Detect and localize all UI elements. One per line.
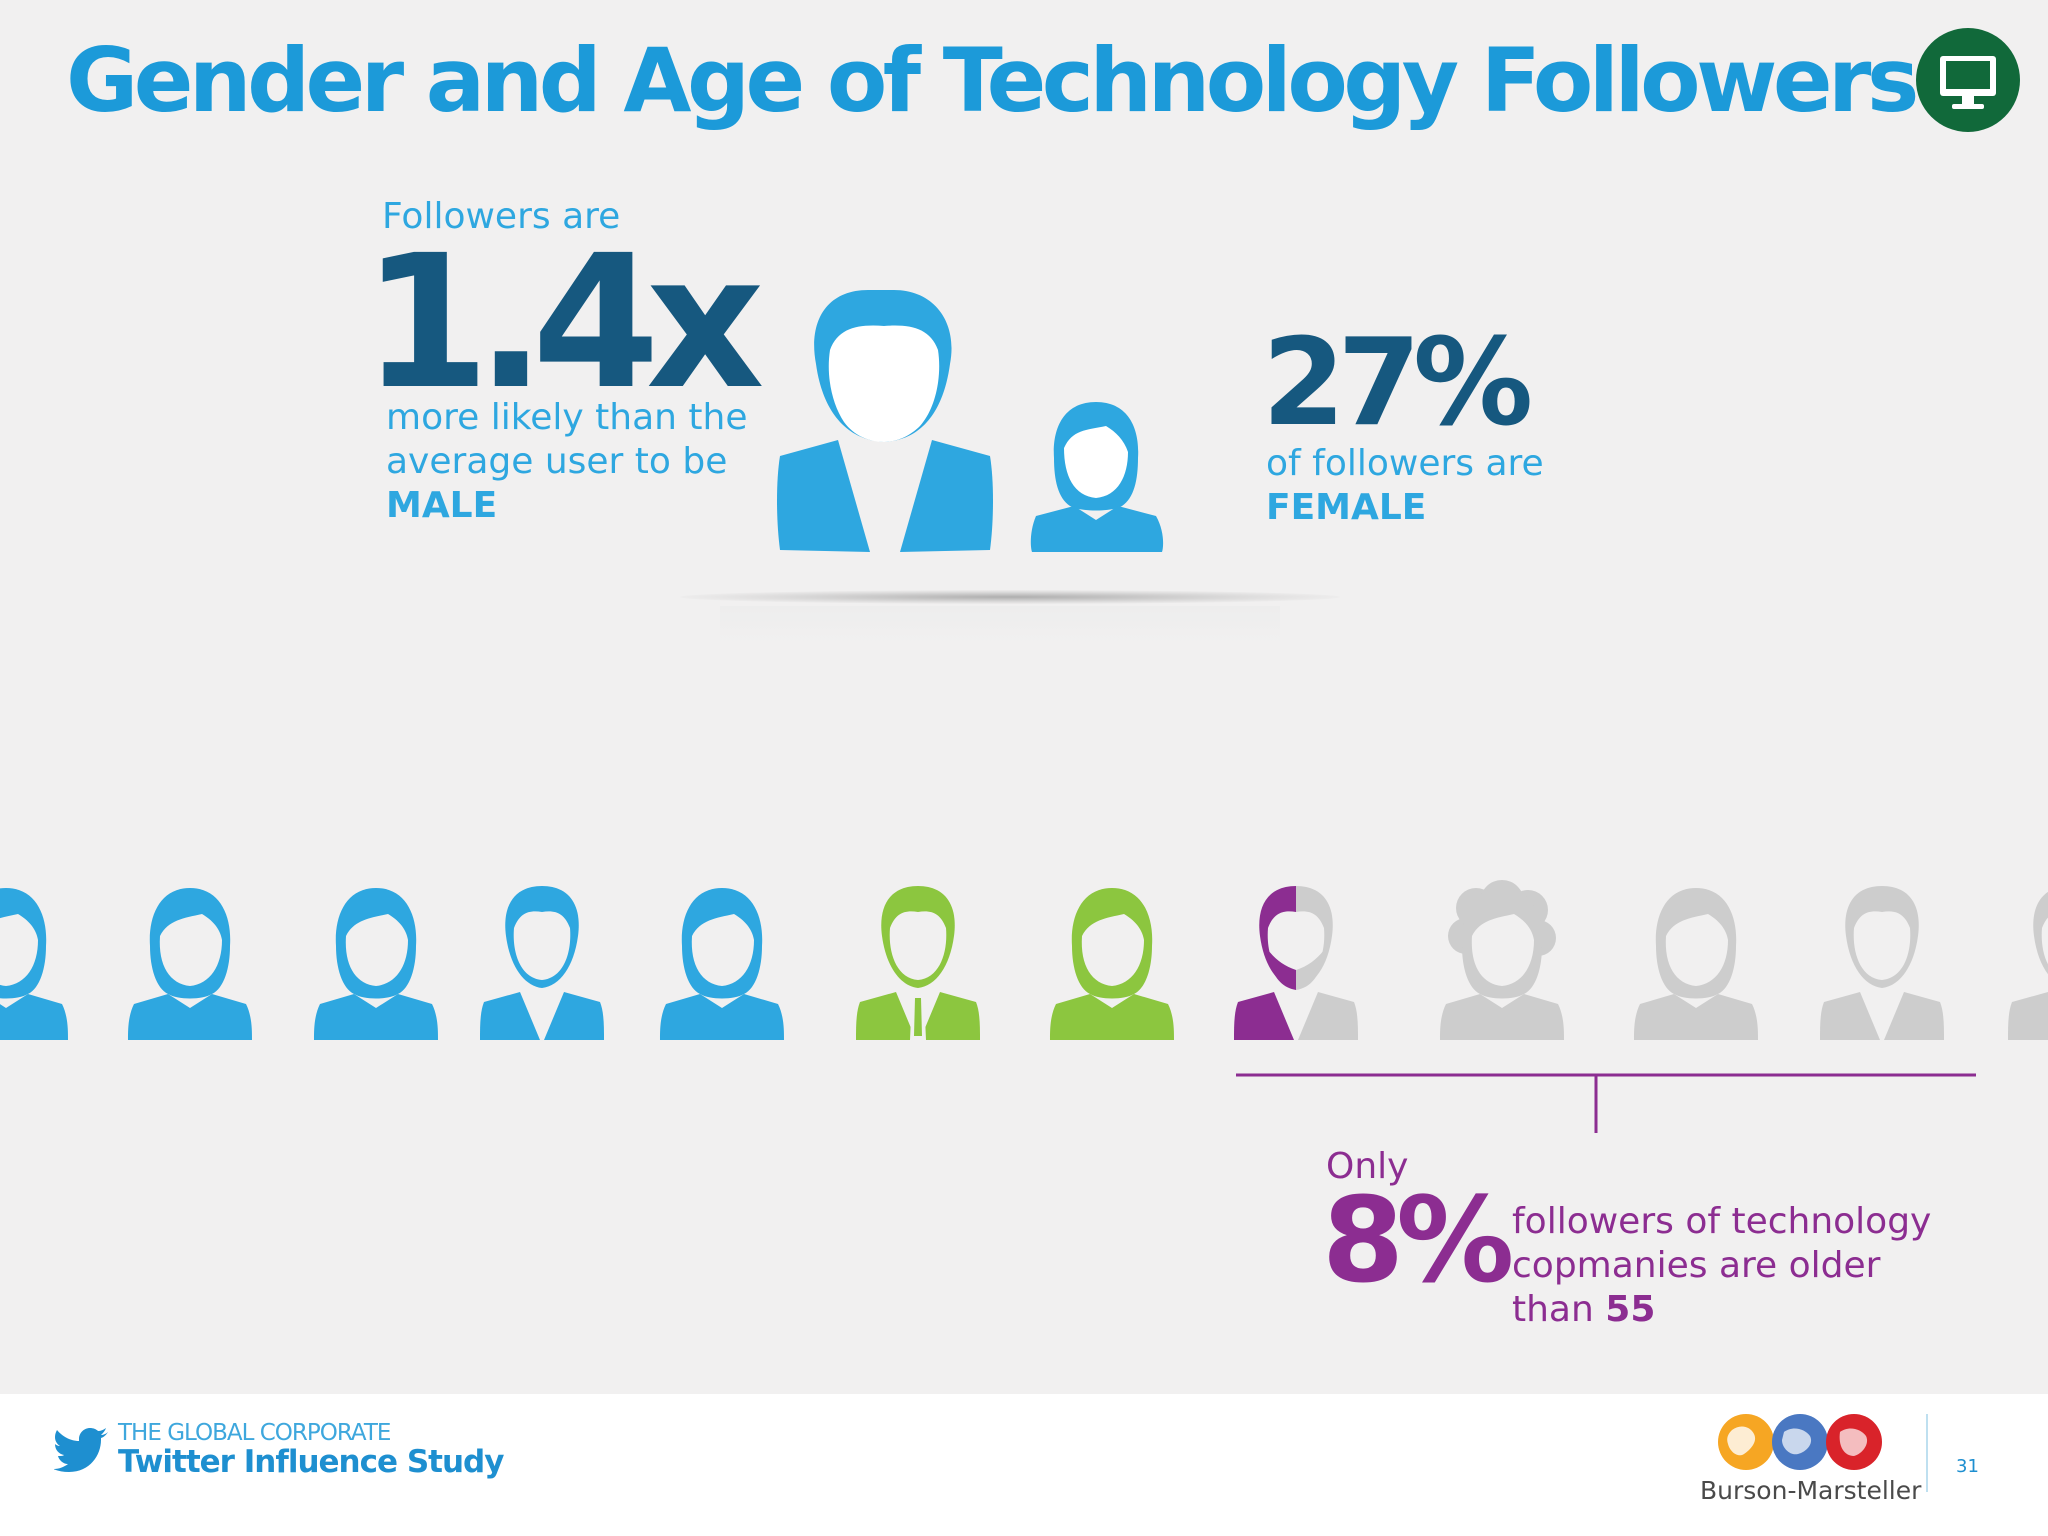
desktop-monitor-icon [1916,28,2020,132]
man-figure [777,290,993,552]
figure-woman-grey [1634,888,1758,1040]
figure-woman-1 [128,888,252,1040]
burson-marsteller-globes-logo [1718,1414,1882,1470]
male-stat-value: 1.4x [362,216,765,430]
shelf-shadow [680,590,1340,604]
age-stat-line1: followers of technology [1512,1201,1932,1242]
male-stat-line2: average user to be [386,441,728,482]
brand-name: Burson-Marsteller [1700,1476,1922,1505]
figure-man-1 [480,886,604,1040]
figure-woman-3 [660,888,784,1040]
female-stat-line1: of followers are [1266,443,1544,484]
age-stat-line3-pre: than [1512,1289,1606,1330]
male-stat-prefix: Followers are [382,196,621,237]
female-stat-emph: FEMALE [1266,487,1427,528]
figure-woman-2 [314,888,438,1040]
footer-divider [1926,1414,1928,1492]
page-title: Gender and Age of Technology Followers [66,29,1919,132]
study-title: Twitter Influence Study [118,1444,504,1480]
figure-curly-woman [1440,880,1564,1040]
shelf-reflection [720,606,1280,644]
age-stat-value: 8% [1322,1171,1514,1309]
figure-man-tie [856,886,980,1040]
man-woman-illustration [777,290,1164,552]
age-stat-description: followers of technology copmanies are ol… [1512,1200,1931,1332]
woman-figure [1030,402,1164,552]
figure-man-grey [1820,886,1944,1040]
age-stat-line3: than 55 [1512,1288,1931,1332]
figure-woman-green [1050,888,1174,1040]
female-stat-description: of followers are FEMALE [1266,442,1544,530]
age-stat-prefix: Only [1326,1146,1409,1187]
figure-partial-left [0,888,68,1040]
figure-partial-right [2008,886,2048,1040]
figure-bearded-man [1234,886,1358,1040]
footer-bar [0,1394,2048,1536]
male-stat-emph: MALE [386,485,498,526]
page-number: 31 [1956,1456,1979,1477]
male-stat-line1: more likely than the [386,397,748,438]
twitter-bird-icon [54,1428,108,1472]
female-stat-value: 27% [1262,314,1533,453]
male-stat-description: more likely than the average user to be … [386,396,748,528]
age-stat-line2: copmanies are older [1512,1245,1881,1286]
age-people-row [0,880,2048,1040]
study-subtitle: THE GLOBAL CORPORATE [118,1420,391,1446]
age-stat-line3-emph: 55 [1605,1289,1656,1330]
